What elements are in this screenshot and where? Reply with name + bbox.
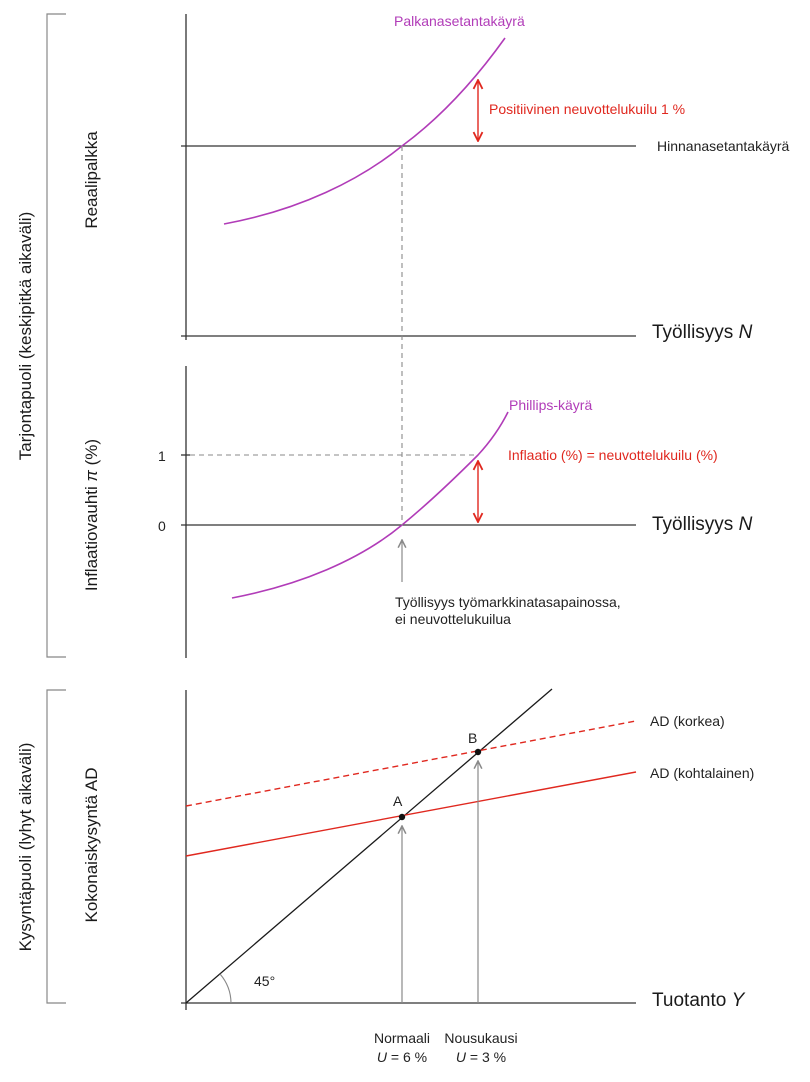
- wage-setting-curve: [223, 37, 506, 225]
- tick-0-label: 0: [158, 518, 166, 534]
- wage-x-axis-label: Työllisyys N: [652, 322, 753, 343]
- angle-arc: [219, 973, 232, 1004]
- tick-1-label: 1: [158, 448, 166, 464]
- ad-moderate-line: [185, 771, 637, 857]
- ad-panel: Kokonaiskysyntä AD 45° AD (kohtalainen) …: [82, 688, 754, 1065]
- phillips-curve: [231, 411, 509, 599]
- price-setting-curve-label: Hinnanasetantakäyrä: [657, 138, 790, 154]
- boom-label: Nousukausi: [444, 1030, 517, 1046]
- inflation-equals-gap-label: Inflaatio (%) = neuvottelukuilu (%): [508, 447, 718, 463]
- bargaining-gap-label: Positiivinen neuvottelukuilu 1 %: [489, 101, 685, 117]
- aggregate-demand-axis-label: Kokonaiskysyntä AD: [82, 768, 101, 923]
- angle-label: 45°: [254, 973, 275, 989]
- ad-moderate-label: AD (kohtalainen): [650, 765, 754, 781]
- phillips-x-axis-label: Työllisyys N: [652, 514, 753, 535]
- ad-high-line: [185, 720, 637, 807]
- supply-side-label: Tarjontapuoli (keskipitkä aikaväli): [16, 212, 35, 461]
- equilibrium-label-line2: ei neuvottelukuilua: [395, 611, 511, 627]
- wage-panel: Reaalipalkka Hinnanasetantakäyrä Palkana…: [82, 13, 790, 343]
- boom-unemployment-label: U = 3 %: [456, 1049, 506, 1065]
- normal-label: Normaali: [374, 1030, 430, 1046]
- point-b-label: B: [468, 730, 477, 746]
- phillips-panel: Inflaatiovauhti π (%) 1 0 Phillips-käyrä…: [82, 366, 753, 658]
- phillips-curve-label: Phillips-käyrä: [509, 397, 592, 413]
- equilibrium-label-line1: Työllisyys työmarkkinatasapainossa,: [395, 594, 621, 610]
- demand-side-label: Kysyntäpuoli (lyhyt aikaväli): [16, 743, 35, 952]
- ad-x-axis-label: Tuotanto Y: [652, 990, 746, 1011]
- point-a: [398, 813, 406, 821]
- point-b: [474, 748, 482, 756]
- inflation-axis-label: Inflaatiovauhti π (%): [82, 439, 101, 591]
- demand-side-bracket: Kysyntäpuoli (lyhyt aikaväli): [16, 689, 66, 1004]
- real-wage-axis-label: Reaalipalkka: [82, 131, 101, 229]
- point-a-label: A: [393, 793, 403, 809]
- 45-degree-line: [185, 688, 553, 1004]
- wage-setting-curve-label: Palkanasetantakäyrä: [394, 13, 525, 29]
- supply-side-bracket: Tarjontapuoli (keskipitkä aikaväli): [16, 13, 66, 658]
- ad-high-label: AD (korkea): [650, 713, 725, 729]
- normal-unemployment-label: U = 6 %: [377, 1049, 427, 1065]
